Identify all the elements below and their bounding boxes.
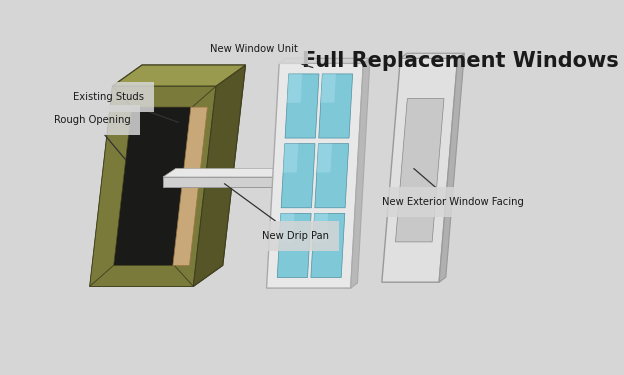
Polygon shape: [112, 65, 245, 86]
Polygon shape: [266, 63, 363, 288]
Polygon shape: [281, 144, 315, 208]
Polygon shape: [114, 107, 192, 266]
Polygon shape: [193, 65, 245, 286]
Polygon shape: [439, 53, 464, 282]
Polygon shape: [174, 86, 216, 286]
Text: Rough Opening: Rough Opening: [54, 115, 130, 160]
Polygon shape: [163, 168, 338, 177]
Polygon shape: [283, 144, 298, 172]
Polygon shape: [112, 65, 245, 86]
Polygon shape: [285, 74, 319, 138]
Polygon shape: [279, 213, 295, 242]
Polygon shape: [401, 53, 464, 58]
Text: Existing Studs: Existing Studs: [73, 92, 178, 122]
Polygon shape: [351, 58, 370, 288]
Polygon shape: [382, 58, 457, 282]
Polygon shape: [112, 86, 216, 107]
Polygon shape: [173, 107, 207, 266]
Polygon shape: [163, 177, 326, 187]
Polygon shape: [317, 144, 332, 172]
Polygon shape: [319, 74, 353, 138]
Polygon shape: [277, 213, 311, 278]
Polygon shape: [396, 99, 444, 242]
Polygon shape: [193, 65, 245, 286]
Polygon shape: [313, 213, 328, 242]
Polygon shape: [287, 74, 302, 103]
Polygon shape: [90, 86, 216, 286]
Polygon shape: [311, 213, 345, 278]
Text: New Window Unit: New Window Unit: [210, 44, 313, 68]
Polygon shape: [90, 86, 132, 286]
Polygon shape: [279, 58, 370, 63]
Polygon shape: [90, 266, 193, 286]
Text: New Exterior Window Facing: New Exterior Window Facing: [382, 168, 524, 207]
Text: New Drip Pan: New Drip Pan: [225, 184, 329, 241]
Text: Full Replacement Windows: Full Replacement Windows: [302, 51, 618, 71]
Polygon shape: [315, 144, 349, 208]
Polygon shape: [321, 74, 336, 103]
